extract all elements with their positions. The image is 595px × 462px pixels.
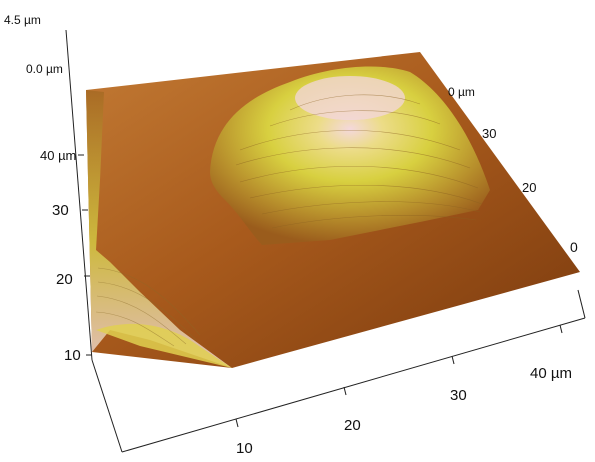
left-ridge bbox=[86, 90, 232, 368]
mound-highlight bbox=[295, 76, 405, 120]
z-axis-line bbox=[65, 29, 93, 361]
x-tick-label: 30 bbox=[450, 387, 467, 404]
y-tick-label: 20 bbox=[56, 271, 73, 288]
right-edge-line bbox=[577, 289, 586, 319]
x-axis-line bbox=[121, 317, 586, 453]
x-tick-label: 40 µm bbox=[530, 365, 572, 382]
mound bbox=[210, 66, 490, 246]
back-tick-label: 30 bbox=[482, 126, 496, 141]
terrace-lines bbox=[235, 94, 483, 229]
y-tick-label: 40 µm bbox=[40, 148, 76, 163]
afm-surface bbox=[86, 52, 580, 368]
z-axis-top-label: 4.5 µm bbox=[4, 13, 41, 27]
z-axis-zero-label: 0.0 µm bbox=[26, 62, 63, 76]
y-axis-line bbox=[91, 359, 123, 453]
back-tick-label: 20 bbox=[522, 180, 536, 195]
y-tick-label: 10 bbox=[64, 347, 81, 364]
y-tick-label: 30 bbox=[52, 202, 69, 219]
front-slope bbox=[96, 323, 232, 368]
back-tick-label: 0 bbox=[570, 239, 578, 255]
x-tick-label: 20 bbox=[344, 417, 361, 434]
axis-frame bbox=[65, 29, 586, 453]
x-tick-label: 10 bbox=[236, 440, 253, 457]
ridge-striations bbox=[95, 267, 201, 347]
back-tick-label: 0 µm bbox=[448, 85, 475, 99]
